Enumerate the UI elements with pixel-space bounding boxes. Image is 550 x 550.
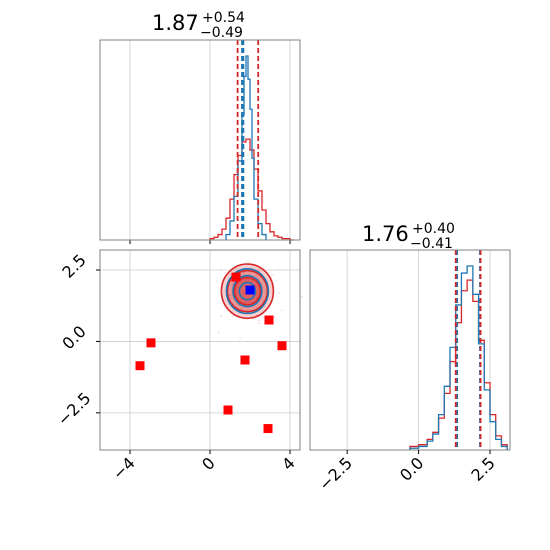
joint-sample-point [256,296,258,299]
joint-red-marker-5 [240,355,250,365]
p0-title: 1.87 +0.54 −0.49 [152,10,245,41]
joint-sample-point [271,273,273,276]
p0-hist-red [209,138,294,241]
joint-red-marker-4 [135,361,145,371]
joint-red-marker-1 [264,315,274,325]
joint-contour-blue-1 [232,274,263,308]
joint-blue-marker [245,285,255,295]
joint-sample-point [239,337,241,340]
joint-sample-point [231,296,234,299]
joint-sample-point [301,295,303,298]
joint-sample-point [250,280,253,283]
joint-sample-point [236,285,239,287]
p1-xtick-label-0: −2.5 [315,453,356,494]
joint-sample-point [248,261,251,263]
joint-red-marker-6 [223,405,233,415]
p1-title: 1.76 +0.40 −0.41 [362,221,455,252]
p0-histogram-panel [99,39,301,244]
joint-sample-point [250,300,252,303]
joint-sample-point [228,294,231,297]
p1-title-value: 1.76 [362,222,409,246]
joint-red-marker-0 [231,272,241,282]
p1-title-minus: −0.41 [410,236,453,252]
joint-sample-point [254,298,257,301]
joint-frame [99,249,301,451]
joint-sample-point [281,309,283,312]
joint-sample-point [247,296,249,298]
joint-sample-point [263,290,266,293]
joint-sample-point [237,292,239,295]
joint-ytick-label-1: 0.0 [58,322,89,353]
joint-sample-point [247,278,249,280]
joint-sample-point [262,316,265,319]
joint-sample-point [250,315,253,318]
p1-xtick-label-2: 2.5 [467,453,498,484]
joint-sample-point [273,316,276,319]
joint-sample-point [231,315,234,318]
joint-sample-point [278,291,280,294]
joint-red-marker-2 [277,341,287,351]
joint-red-marker-3 [146,338,156,348]
joint-sample-point [242,272,245,274]
p1-hist-blue [409,265,508,450]
p1-frame [309,249,511,451]
joint-sample-point [255,274,257,277]
joint-sample-point [258,322,260,325]
joint-sample-point [250,267,253,269]
joint-sample-point [247,301,250,304]
joint-sample-point [245,279,248,281]
joint-sample-point [220,268,222,271]
joint-sample-point [242,292,245,295]
joint-sample-point [229,273,232,276]
joint-sample-point [217,331,220,334]
joint-sample-point [237,294,240,297]
p1-hist-red [409,279,508,450]
p1-histogram-panel: −2.5 0.0 2.5 [309,249,511,494]
joint-sample-point [241,307,243,310]
joint-sample-point [258,319,261,322]
joint-ytick-label-2: −2.5 [54,389,95,430]
p0-frame [99,39,301,241]
joint-sample-point [255,293,258,295]
joint-sample-point [264,305,266,308]
joint-sample-point [241,280,243,282]
joint-sample-point [243,301,245,304]
joint-sample-point [257,268,259,271]
joint-sample-point [237,287,240,289]
joint-sample-point [245,302,247,304]
joint-sample-point [243,285,246,287]
p0-hist-blue [225,55,267,240]
p1-title-plus: +0.40 [412,221,455,237]
joint-xtick-label-0: −4 [109,453,139,483]
joint-sample-point [252,298,254,301]
joint-red-marker-7 [263,424,273,434]
joint-sample-point [231,283,234,286]
p0-title-plus: +0.54 [202,10,245,26]
joint-xtick-label-2: 4 [278,453,299,474]
joint-sample-point [220,314,222,317]
joint-contour-blue-2 [238,281,257,301]
joint-sample-point [279,268,281,271]
joint-sample-point [257,278,260,280]
p1-xtick-label-1: 0.0 [396,453,427,484]
joint-scatter-panel: −4 0 4 2.5 0.0 −2.5 [54,249,303,484]
joint-xtick-label-1: 0 [198,453,219,474]
joint-sample-point [262,299,265,302]
p0-title-minus: −0.49 [200,25,243,41]
joint-sample-point [242,290,245,292]
p0-title-value: 1.87 [152,11,199,35]
joint-contour-blue-0 [225,268,270,315]
joint-ytick-label-0: 2.5 [58,250,89,281]
joint-sample-point [235,291,238,293]
joint-sample-point [230,294,232,297]
